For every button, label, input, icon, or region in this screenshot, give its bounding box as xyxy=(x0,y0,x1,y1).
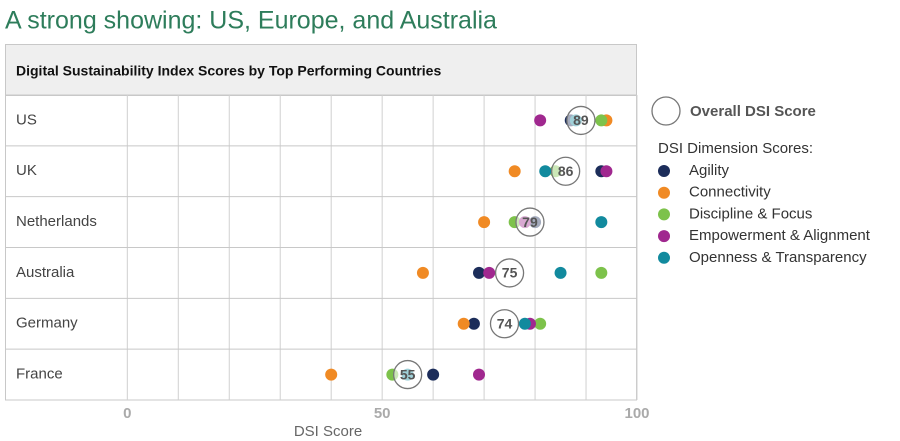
legend-label: Empowerment & Alignment xyxy=(689,227,871,244)
overall-marker xyxy=(494,258,525,288)
overall-label: 55 xyxy=(400,366,416,382)
dot xyxy=(508,165,521,178)
legend-swatch xyxy=(658,230,670,243)
x-tick-label: 50 xyxy=(374,405,391,422)
dot xyxy=(595,266,608,279)
x-tick-label: 0 xyxy=(123,405,131,422)
overall-label: 79 xyxy=(522,214,538,230)
overall-marker xyxy=(392,359,423,390)
dot xyxy=(534,114,547,127)
header-band xyxy=(5,44,637,96)
overall-label: 75 xyxy=(502,265,518,281)
dot xyxy=(534,317,547,330)
legend-swatch xyxy=(658,208,670,221)
dot xyxy=(416,266,429,279)
dot xyxy=(554,266,567,279)
overall-marker xyxy=(550,156,581,186)
dot xyxy=(483,266,496,279)
dot xyxy=(457,317,470,330)
overall-marker xyxy=(566,105,596,136)
y-tick-label: US xyxy=(16,111,37,128)
chart-title: A strong showing: US, Europe, and Austra… xyxy=(5,7,497,35)
x-tick-label: 100 xyxy=(624,405,649,422)
legend-label: Connectivity xyxy=(689,184,771,201)
dot xyxy=(325,368,338,381)
legend-label: Agility xyxy=(689,162,730,179)
legend-swatch xyxy=(658,186,670,199)
dot xyxy=(595,114,608,127)
overall-marker xyxy=(515,207,545,237)
legend-swatch xyxy=(658,165,670,177)
dot xyxy=(473,266,485,279)
legend-overall-marker xyxy=(651,96,681,126)
y-tick-label: Netherlands xyxy=(16,213,97,230)
overall-label: 89 xyxy=(573,112,589,128)
legend-overall-label: Overall DSI Score xyxy=(690,103,816,120)
dot xyxy=(478,216,491,229)
y-tick-label: Australia xyxy=(16,264,75,281)
chart-subtitle: Digital Sustainability Index Scores by T… xyxy=(16,63,441,79)
dot xyxy=(518,317,531,330)
y-tick-label: France xyxy=(16,366,63,383)
y-tick-label: UK xyxy=(16,162,37,179)
y-tick-label: Germany xyxy=(16,315,78,332)
dot xyxy=(595,216,608,229)
dot xyxy=(600,165,613,178)
dot xyxy=(473,368,485,381)
dot xyxy=(427,368,440,381)
overall-marker xyxy=(489,309,520,339)
dot xyxy=(539,165,552,178)
legend-label: Discipline & Focus xyxy=(689,205,812,222)
overall-label: 86 xyxy=(558,163,574,179)
legend-swatch xyxy=(658,251,670,264)
overall-label: 74 xyxy=(497,315,513,331)
legend-label: Openness & Transparency xyxy=(689,249,867,266)
dot xyxy=(467,317,480,330)
legend-heading: DSI Dimension Scores: xyxy=(658,140,813,157)
x-axis-label: DSI Score xyxy=(294,423,362,440)
